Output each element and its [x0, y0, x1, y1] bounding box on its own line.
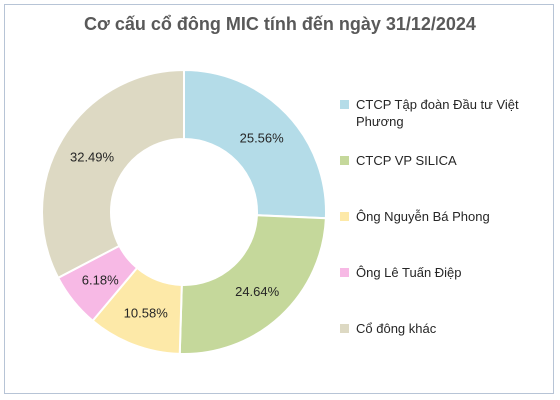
data-label: 25.56%	[240, 131, 285, 146]
legend-label: Cổ đông khác	[356, 321, 437, 336]
data-label: 32.49%	[70, 149, 115, 164]
legend-swatch	[340, 268, 349, 277]
data-label: 24.64%	[235, 284, 280, 299]
legend-item-vp-silica: CTCP VP SILICA	[340, 152, 546, 169]
donut-slice	[183, 68, 327, 220]
data-labels: 25.56% 24.64% 10.58% 6.18% 32.49%	[70, 131, 284, 321]
donut-slice	[178, 214, 327, 355]
data-label: 10.58%	[124, 305, 169, 320]
legend-item-nguyen-ba-phong: Ông Nguyễn Bá Phong	[340, 208, 546, 225]
legend-item-co-dong-khac: Cổ đông khác	[340, 320, 546, 337]
legend-label: CTCP Tập đoàn Đầu tư Việt Phương	[356, 97, 519, 129]
chart-title: Cơ cấu cổ đông MIC tính đến ngày 31/12/2…	[84, 14, 476, 34]
legend-swatch	[340, 212, 349, 221]
donut-slice	[41, 68, 185, 280]
legend-swatch	[340, 100, 349, 109]
legend-item-viet-phuong: CTCP Tập đoàn Đầu tư Việt Phương	[340, 96, 546, 130]
legend-label: CTCP VP SILICA	[356, 153, 457, 168]
legend-item-le-tuan-diep: Ông Lê Tuấn Điệp	[340, 264, 546, 281]
legend-label: Ông Nguyễn Bá Phong	[356, 209, 490, 224]
legend-label: Ông Lê Tuấn Điệp	[356, 265, 462, 280]
legend-swatch	[340, 156, 349, 165]
legend-swatch	[340, 324, 349, 333]
donut-slices	[41, 68, 327, 355]
data-label: 6.18%	[82, 272, 119, 287]
